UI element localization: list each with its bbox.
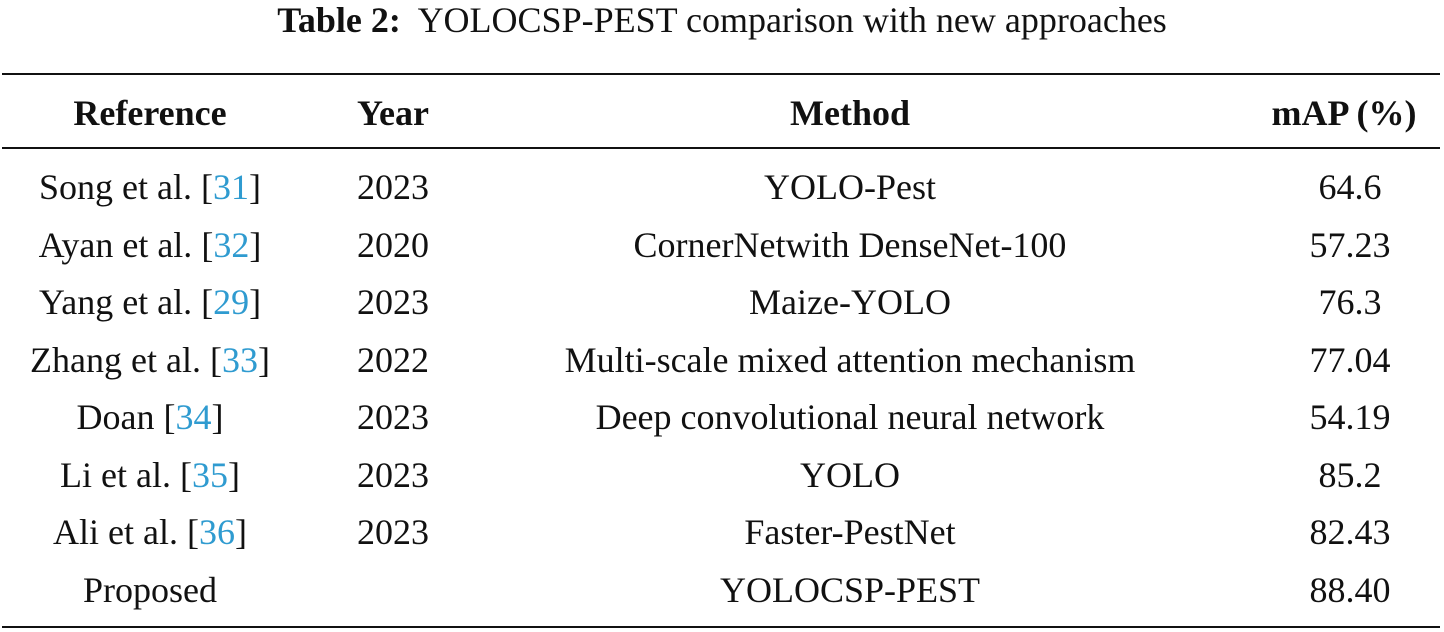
header-method: Method [790, 93, 910, 133]
table-header-rule [2, 147, 1440, 149]
citation-link[interactable]: 35 [191, 454, 228, 495]
citation-bracket-close: ] [249, 224, 262, 265]
citation-link[interactable]: 31 [212, 167, 249, 207]
citation-bracket-close: ] [227, 454, 240, 495]
cell-year: 2023 [357, 454, 429, 495]
cell-method: YOLO-Pest [764, 167, 936, 207]
cell-year: 2020 [357, 224, 429, 265]
cell-reference: Song et al. [31] [0, 158, 300, 216]
cell-reference: Proposed [0, 561, 300, 619]
cell-reference: Li et al. [35] [0, 446, 300, 504]
cell-year: 2023 [357, 167, 429, 207]
citation-link[interactable]: 36 [198, 512, 235, 552]
table-row: Zhang et al. [33] 2022 Multi-scale mixed a… [0, 331, 1444, 389]
citation-bracket-close: ] [211, 397, 224, 437]
citation-bracket-open: [ [170, 454, 192, 495]
table-row: Ali et al. [36] 2023 Faster-PestNet 82.43 [0, 503, 1444, 561]
cell-map: 54.19 [1309, 397, 1391, 437]
reference-name: Song et al. [39, 167, 192, 207]
reference-name: Proposed [83, 569, 217, 610]
citation-link[interactable]: 34 [175, 397, 212, 437]
cell-method: Faster-PestNet [744, 512, 956, 552]
caption-label: Table 2: [277, 0, 401, 40]
cell-method: YOLOCSP-PEST [719, 569, 981, 610]
citation-bracket-close: ] [234, 512, 247, 552]
citation-bracket-open: [ [192, 224, 214, 265]
citation-link[interactable]: 29 [213, 282, 250, 322]
table-row: Proposed YOLOCSP-PEST 88.40 [0, 561, 1444, 619]
table-row: Song et al. [31] 2023 YOLO-Pest 64.6 [0, 158, 1444, 216]
reference-name: Zhang et al. [30, 339, 201, 380]
cell-year: 2023 [357, 512, 429, 552]
caption-text: YOLOCSP-PEST comparison with new approac… [417, 0, 1167, 40]
header-map: mAP (%) [1271, 93, 1417, 133]
cell-year: 2022 [357, 339, 429, 380]
citation-bracket-open: [ [154, 397, 176, 437]
reference-name: Doan [76, 397, 155, 437]
cell-year: 2023 [357, 282, 429, 322]
header-year: Year [357, 93, 429, 133]
table-row: Doan [34] 2023 Deep convolutional neural n… [0, 388, 1444, 446]
cell-reference: Ali et al. [36] [0, 503, 300, 561]
citation-bracket-open: [ [200, 339, 222, 380]
cell-year: 2023 [357, 397, 429, 437]
table-row: Ayan et al. [32] 2020 CornerNetwith DenseN… [0, 216, 1444, 274]
citation-link[interactable]: 33 [221, 339, 258, 380]
cell-method: Multi-scale mixed attention mechanism [564, 339, 1136, 380]
cell-method: YOLO [800, 454, 900, 495]
reference-name: Yang et al. [38, 282, 193, 322]
cell-map: 85.2 [1318, 454, 1382, 495]
citation-bracket-open: [ [192, 282, 214, 322]
header-reference: Reference [73, 93, 227, 133]
citation-bracket-open: [ [191, 167, 213, 207]
citation-bracket-close: ] [248, 167, 261, 207]
table-row: Li et al. [35] 2023 YOLO 85.2 [0, 446, 1444, 504]
citation-link[interactable]: 32 [213, 224, 250, 265]
citation-bracket-close: ] [249, 282, 262, 322]
cell-reference: Doan [34] [0, 388, 300, 446]
cell-reference: Zhang et al. [33] [0, 331, 300, 389]
table-bottom-rule [2, 626, 1440, 628]
cell-method: CornerNetwith DenseNet-100 [633, 224, 1067, 265]
table-top-rule [2, 73, 1440, 75]
cell-map: 64.6 [1318, 167, 1382, 207]
cell-map: 77.04 [1309, 339, 1391, 380]
cell-map: 82.43 [1309, 512, 1391, 552]
cell-reference: Yang et al. [29] [0, 273, 300, 331]
reference-name: Ali et al. [53, 512, 178, 552]
cell-method: Maize-YOLO [749, 282, 951, 322]
cell-map: 88.40 [1309, 569, 1391, 610]
cell-method: Deep convolutional neural network [595, 397, 1105, 437]
cell-year [340, 561, 446, 619]
citation-bracket-open: [ [177, 512, 199, 552]
cell-map: 76.3 [1318, 282, 1382, 322]
reference-name: Ayan et al. [38, 224, 193, 265]
table-caption: Table 2: YOLOCSP-PEST comparison with ne… [0, 0, 1444, 48]
reference-name: Li et al. [60, 454, 171, 495]
citation-bracket-close: ] [257, 339, 270, 380]
table-row: Yang et al. [29] 2023 Maize-YOLO 76.3 [0, 273, 1444, 331]
table-header-row: Reference Year Method mAP (%) [0, 84, 1444, 142]
cell-reference: Ayan et al. [32] [0, 216, 300, 274]
cell-map: 57.23 [1309, 224, 1391, 265]
